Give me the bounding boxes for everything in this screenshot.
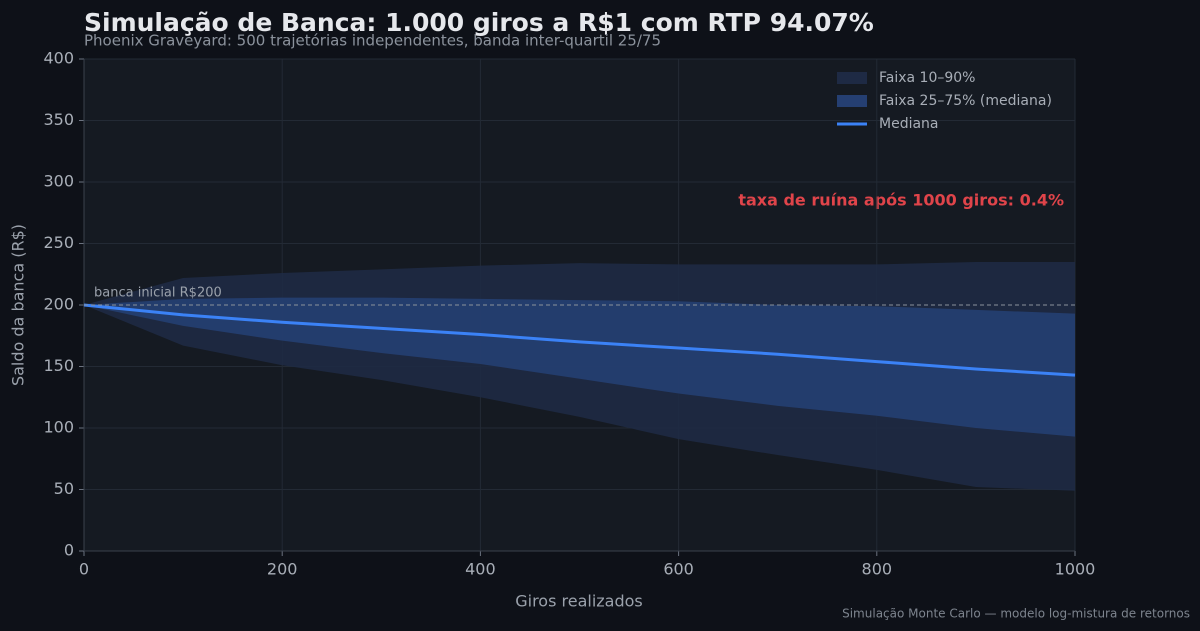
annotation: taxa de ruína após 1000 giros: 0.4% — [738, 191, 1064, 210]
band — [84, 297, 1075, 437]
y-tick-label: 150 — [43, 356, 74, 375]
x-tick-label: 0 — [79, 560, 89, 579]
legend-label: Faixa 10–90% — [879, 70, 975, 86]
chart-title: Simulação de Banca: 1.000 giros a R$1 co… — [84, 8, 874, 37]
x-tick-label: 800 — [862, 560, 893, 579]
median-line — [83, 303, 1076, 377]
x-tick-label: 600 — [663, 560, 694, 579]
y-tick-label: 300 — [43, 172, 74, 191]
y-tick-label: 250 — [43, 233, 74, 252]
reference-label: banca inicial R$200 — [94, 286, 222, 301]
y-axis-label: Saldo da banca (R$) — [9, 224, 28, 386]
y-tick-label: 50 — [54, 479, 74, 498]
x-axis-label: Giros realizados — [515, 592, 643, 611]
legend-label: Mediana — [879, 116, 939, 132]
x-tick-label: 1000 — [1055, 560, 1096, 579]
legend-swatch — [837, 72, 867, 84]
y-tick-label: 400 — [43, 49, 74, 68]
footer: Simulação Monte Carlo — modelo log-mistu… — [842, 607, 1190, 621]
y-tick-label: 350 — [43, 110, 74, 129]
y-tick-label: 0 — [64, 541, 74, 560]
chart-subtitle: Phoenix Graveyard: 500 trajetórias indep… — [84, 32, 661, 50]
legend-label: Faixa 25–75% (mediana) — [879, 93, 1052, 109]
x-tick-label: 200 — [267, 560, 298, 579]
y-tick-label: 100 — [43, 418, 74, 437]
y-tick-label: 200 — [43, 295, 74, 314]
legend-swatch — [837, 95, 867, 107]
x-tick-label: 400 — [465, 560, 496, 579]
